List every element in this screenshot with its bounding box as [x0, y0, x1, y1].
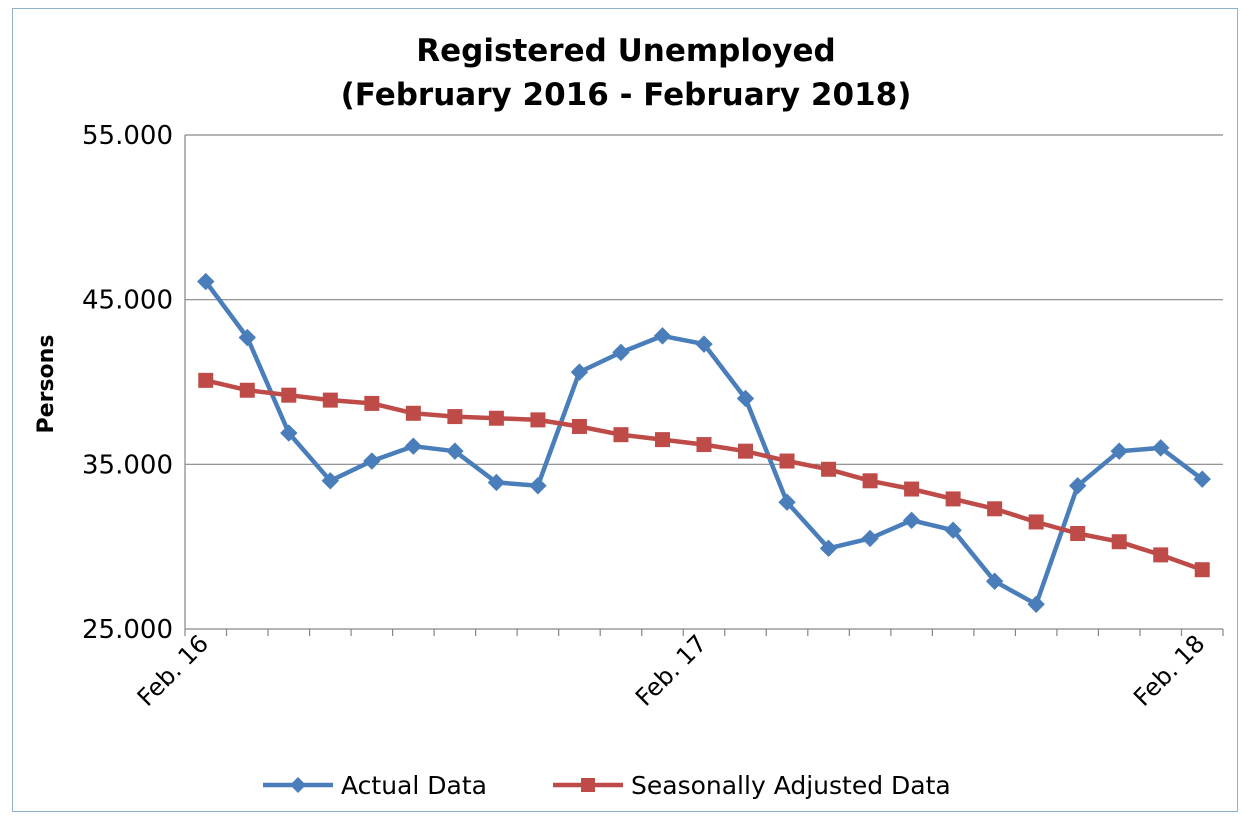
- data-point-actual: [861, 529, 879, 548]
- data-point-actual: [446, 442, 464, 460]
- chart-title-line-1: Registered Unemployed: [416, 33, 835, 69]
- data-point-seasonally-adjusted: [198, 372, 214, 388]
- gridlines: [185, 134, 1223, 465]
- data-point-actual: [1193, 470, 1211, 488]
- data-point-actual: [280, 424, 298, 442]
- data-point-actual: [612, 343, 630, 362]
- data-point-seasonally-adjusted: [779, 453, 795, 469]
- data-point-actual: [778, 493, 796, 511]
- y-tick-label: 55.000: [82, 121, 173, 151]
- data-point-actual: [1152, 439, 1170, 457]
- data-point-actual: [985, 572, 1004, 590]
- data-point-seasonally-adjusted: [1111, 534, 1127, 550]
- data-point-seasonally-adjusted: [862, 473, 878, 489]
- data-point-seasonally-adjusted: [281, 387, 297, 403]
- data-point-actual: [944, 521, 962, 539]
- data-point-seasonally-adjusted: [904, 481, 920, 497]
- data-point-seasonally-adjusted: [405, 405, 421, 421]
- data-point-actual: [1027, 595, 1045, 614]
- y-tick-label: 25.000: [82, 615, 173, 645]
- legend-marker-actual: [290, 777, 306, 793]
- data-point-seasonally-adjusted: [1194, 562, 1210, 578]
- data-point-seasonally-adjusted: [654, 432, 670, 448]
- data-point-actual: [653, 327, 672, 345]
- data-point-seasonally-adjusted: [364, 395, 380, 411]
- series-line-seasonally-adjusted: [203, 378, 1205, 572]
- data-point-seasonally-adjusted: [1153, 547, 1169, 563]
- data-point-actual: [404, 437, 423, 455]
- chart-title-line-2: (February 2016 - February 2018): [341, 77, 912, 113]
- legend-label-seasonally-adjusted: Seasonally Adjusted Data: [631, 771, 951, 800]
- data-point-seasonally-adjusted: [987, 501, 1003, 517]
- legend-label-actual: Actual Data: [341, 771, 487, 800]
- data-point-seasonally-adjusted: [696, 437, 712, 453]
- x-tick-label: Feb. 17: [630, 629, 712, 711]
- data-point-actual: [902, 511, 921, 530]
- data-point-actual: [529, 477, 547, 495]
- data-point-actual: [487, 473, 506, 492]
- data-point-actual: [695, 335, 713, 353]
- data-point-actual: [197, 272, 215, 291]
- data-point-seasonally-adjusted: [821, 461, 837, 477]
- y-tick-label: 35.000: [82, 450, 173, 480]
- data-point-seasonally-adjusted: [447, 409, 463, 425]
- data-point-seasonally-adjusted: [738, 443, 754, 459]
- data-point-actual: [570, 363, 589, 381]
- legend: Actual Data Seasonally Adjusted Data: [263, 771, 951, 800]
- data-point-seasonally-adjusted: [322, 392, 338, 408]
- data-point-actual: [736, 389, 755, 408]
- data-point-seasonally-adjusted: [571, 418, 587, 434]
- data-point-seasonally-adjusted: [1028, 514, 1044, 530]
- data-point-actual: [819, 539, 838, 558]
- data-point-actual: [321, 472, 340, 490]
- y-axis-label: Persons: [34, 335, 59, 434]
- data-point-actual: [238, 328, 256, 347]
- series-layer: [197, 272, 1211, 614]
- data-point-seasonally-adjusted: [613, 427, 629, 443]
- x-tick-label: Feb. 18: [1128, 629, 1210, 711]
- data-point-actual: [1068, 477, 1087, 495]
- data-point-seasonally-adjusted: [239, 382, 255, 398]
- y-tick-label: 45.000: [82, 286, 173, 316]
- data-point-seasonally-adjusted: [488, 410, 504, 426]
- data-point-seasonally-adjusted: [1070, 525, 1086, 541]
- chart-frame: Registered Unemployed (February 2016 - F…: [12, 8, 1238, 812]
- data-point-seasonally-adjusted: [530, 412, 546, 428]
- data-point-seasonally-adjusted: [945, 491, 961, 507]
- data-point-actual: [1110, 442, 1128, 460]
- line-chart: Registered Unemployed (February 2016 - F…: [34, 33, 1224, 800]
- data-point-actual: [363, 452, 381, 470]
- legend-marker-seasonally-adjusted: [581, 778, 595, 792]
